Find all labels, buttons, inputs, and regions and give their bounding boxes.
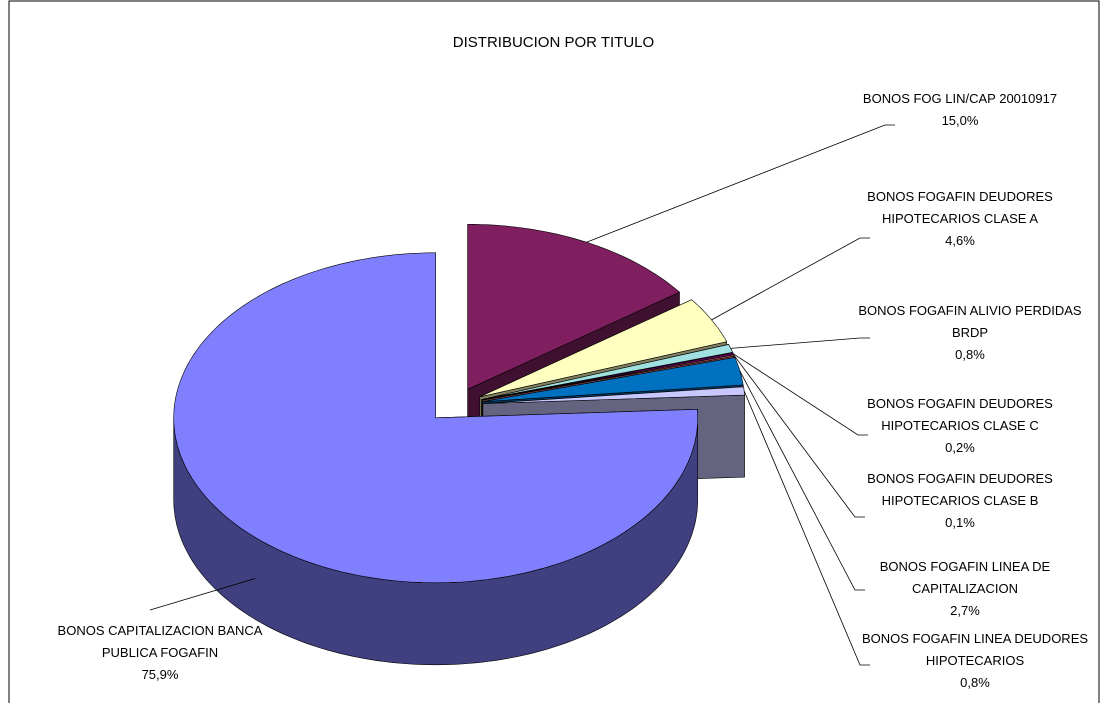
category-label: BONOS FOGAFIN DEUDORES HIPOTECARIOS CLAS… bbox=[867, 396, 1053, 433]
chart-title: DISTRIBUCION POR TITULO bbox=[452, 34, 655, 51]
value-label: 15,0% bbox=[941, 113, 979, 128]
category-label: BONOS FOGAFIN ALIVIO PERDIDAS BRDP bbox=[858, 303, 1082, 340]
value-label: 0,2% bbox=[945, 440, 975, 455]
data-label: BONOS FOGAFIN LINEA DE CAPITALIZACION 2,7… bbox=[850, 556, 1080, 622]
data-label: BONOS FOG LIN/CAP 20010917 15,0% bbox=[845, 88, 1075, 132]
leader-line bbox=[730, 337, 870, 349]
category-label: BONOS FOGAFIN LINEA DEUDORES HIPOTECARIO… bbox=[861, 631, 1089, 668]
leader-line bbox=[711, 237, 870, 321]
category-label: BONOS FOGAFIN DEUDORES HIPOTECARIOS CLAS… bbox=[867, 471, 1053, 508]
value-label: 4,6% bbox=[945, 233, 975, 248]
value-label: 2,7% bbox=[950, 603, 980, 618]
data-label: BONOS FOGAFIN DEUDORES HIPOTECARIOS CLAS… bbox=[845, 468, 1075, 534]
data-label: BONOS FOGAFIN DEUDORES HIPOTECARIOS CLAS… bbox=[845, 186, 1075, 252]
leader-line bbox=[586, 124, 895, 243]
slice bbox=[482, 386, 745, 404]
category-label: BONOS FOGAFIN DEUDORES HIPOTECARIOS CLAS… bbox=[867, 189, 1053, 226]
slice bbox=[467, 224, 681, 390]
category-label: BONOS FOGAFIN LINEA DE CAPITALIZACION bbox=[879, 559, 1051, 596]
slice bbox=[173, 252, 698, 584]
value-label: 0,1% bbox=[945, 515, 975, 530]
value-label: 0,8% bbox=[960, 675, 990, 690]
leader-line bbox=[149, 578, 256, 611]
data-label: BONOS FOGAFIN ALIVIO PERDIDAS BRDP 0,8% bbox=[855, 300, 1085, 366]
category-label: BONOS CAPITALIZACION BANCA PUBLICA FOGAF… bbox=[57, 623, 263, 660]
value-label: 75,9% bbox=[141, 667, 179, 682]
leader-line bbox=[743, 390, 870, 666]
value-label: 0,8% bbox=[955, 347, 985, 362]
data-label: BONOS FOGAFIN DEUDORES HIPOTECARIOS CLAS… bbox=[845, 393, 1075, 459]
data-label: BONOS FOGAFIN LINEA DEUDORES HIPOTECARIO… bbox=[860, 628, 1090, 694]
category-label: BONOS FOG LIN/CAP 20010917 bbox=[862, 91, 1058, 106]
leader-line bbox=[739, 370, 865, 591]
leader-line bbox=[733, 353, 868, 436]
data-label: BONOS CAPITALIZACION BANCA PUBLICA FOGAF… bbox=[45, 620, 275, 686]
leader-line bbox=[733, 355, 865, 518]
chart-frame bbox=[8, 0, 1100, 703]
